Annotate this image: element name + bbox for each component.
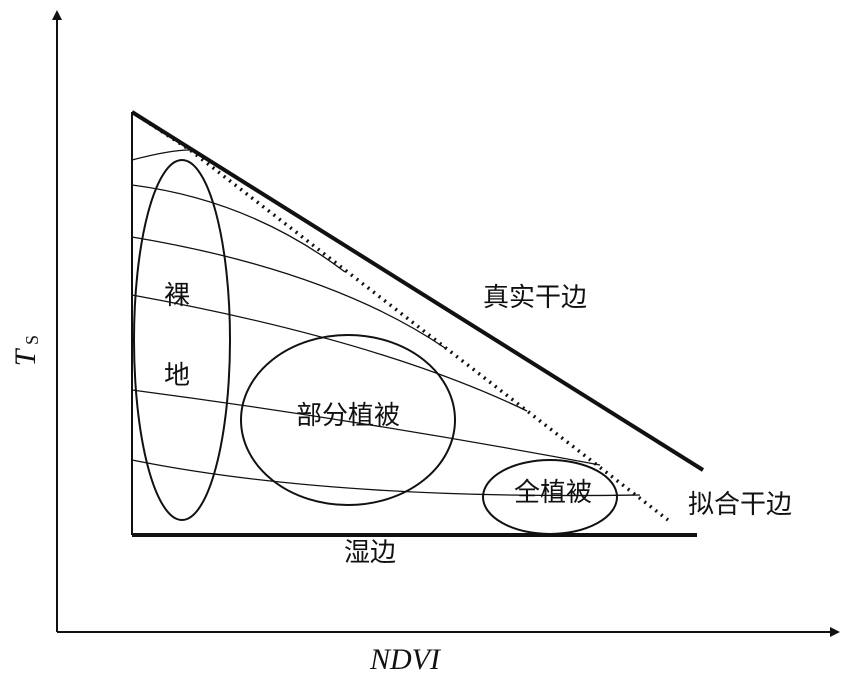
regions — [133, 159, 618, 535]
wet-edge-label: 湿边 — [344, 538, 396, 567]
isoline — [131, 389, 601, 466]
y-axis-label: T S — [9, 335, 42, 366]
isoline — [131, 184, 346, 273]
fitted-dry-edge-label: 拟合干边 — [688, 490, 792, 519]
y-axis-label-subscript: S — [22, 335, 42, 345]
bare-soil-label: 裸 — [164, 281, 190, 310]
true-dry-edge-label: 真实干边 — [483, 283, 587, 312]
isoline — [131, 294, 528, 412]
partial-vegetation-label: 部分植被 — [296, 401, 400, 430]
partial-vegetation-region — [240, 334, 456, 506]
full-vegetation-region — [482, 459, 618, 535]
fitted-dry-edge — [131, 110, 670, 522]
y-axis-label-main: T — [9, 347, 42, 366]
true-dry-edge — [130, 110, 705, 472]
x-axis-label: NDVI — [369, 643, 442, 676]
axes — [52, 10, 840, 637]
bare-soil-label: 地 — [164, 361, 190, 390]
curves — [131, 149, 641, 497]
triangle — [130, 110, 705, 537]
bare-soil-region — [133, 159, 231, 521]
isoline — [131, 459, 641, 497]
isoline — [131, 236, 446, 349]
isoline — [131, 149, 191, 161]
full-vegetation-label: 全植被 — [514, 478, 592, 507]
